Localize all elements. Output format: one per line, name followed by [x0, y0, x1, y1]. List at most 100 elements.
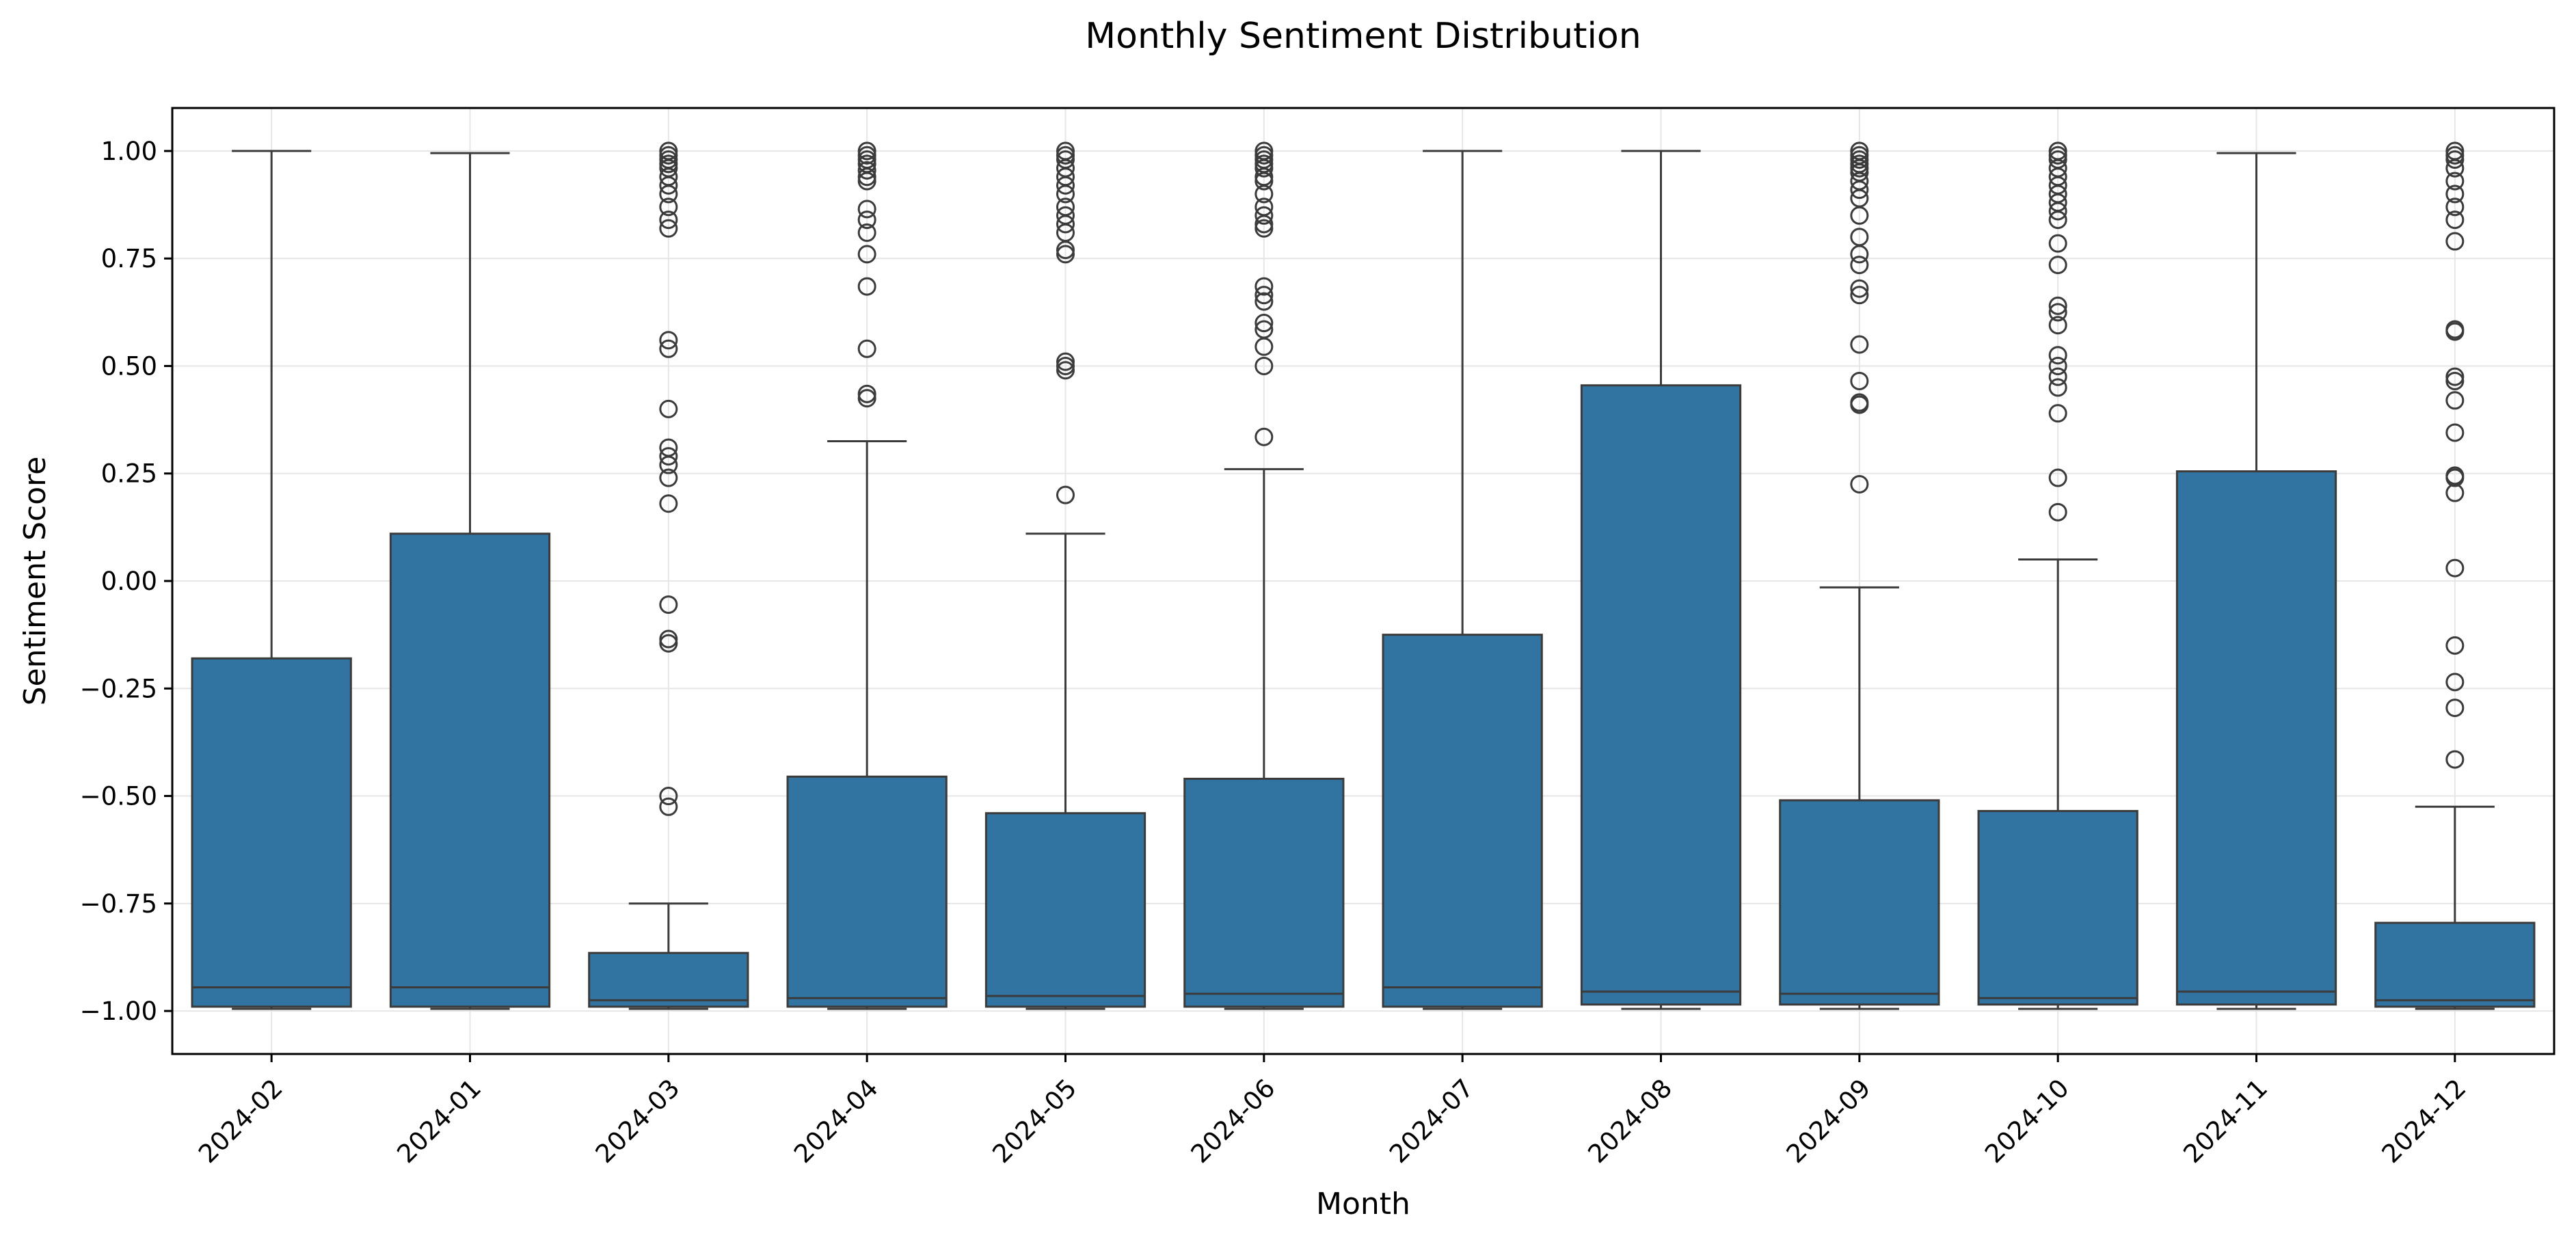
- outlier-point: [2445, 636, 2465, 655]
- outlier-point: [857, 245, 876, 264]
- outlier-point: [1255, 206, 1274, 225]
- outlier-point: [2048, 346, 2067, 365]
- outlier-point: [659, 146, 678, 165]
- iqr-box: [1580, 384, 1742, 1006]
- outlier-point: [1056, 356, 1075, 375]
- outlier-point: [1255, 292, 1274, 311]
- outlier-point: [1255, 286, 1274, 305]
- outlier-point: [857, 389, 876, 408]
- outlier-point: [2445, 211, 2465, 230]
- outlier-point: [659, 595, 678, 614]
- outlier-point: [857, 172, 876, 191]
- iqr-box: [1779, 799, 1940, 1006]
- outlier-point: [659, 185, 678, 204]
- outlier-point: [2445, 198, 2465, 217]
- outlier-point: [2445, 423, 2465, 442]
- box-2024-09: [1779, 141, 1940, 1010]
- outlier-point: [2048, 316, 2067, 335]
- iqr-box: [786, 775, 948, 1008]
- outlier-point: [857, 384, 876, 403]
- outlier-point: [2048, 468, 2067, 487]
- outlier-point: [1255, 277, 1274, 296]
- outlier-point: [1255, 185, 1274, 204]
- outlier-point: [1056, 185, 1075, 204]
- box-2024-12: [2374, 141, 2536, 1010]
- y-tick-label: −0.25: [80, 674, 157, 703]
- outlier-point: [659, 468, 678, 487]
- outlier-point: [2445, 232, 2465, 251]
- outlier-point: [857, 211, 876, 230]
- outlier-point: [857, 161, 876, 180]
- outlier-point: [857, 277, 876, 296]
- outlier-point: [2445, 371, 2465, 390]
- outlier-point: [1850, 256, 1869, 275]
- outlier-point: [2048, 404, 2067, 423]
- outlier-point: [2445, 367, 2465, 386]
- outlier-point: [1255, 314, 1274, 333]
- outlier-point: [1850, 395, 1869, 414]
- outlier-point: [1850, 159, 1869, 178]
- outlier-point: [659, 176, 678, 195]
- y-tick-label: 0.75: [101, 244, 157, 273]
- outlier-point: [659, 494, 678, 513]
- box-2024-01: [389, 152, 551, 1010]
- outlier-point: [2048, 202, 2067, 221]
- y-tick-label: −1.00: [80, 997, 157, 1026]
- outlier-point: [2048, 378, 2067, 397]
- outlier-point: [1255, 215, 1274, 234]
- y-tick-label: −0.50: [80, 782, 157, 811]
- outlier-point: [1850, 245, 1869, 264]
- outlier-point: [1255, 219, 1274, 238]
- iqr-box: [191, 657, 352, 1008]
- box-plots: [191, 141, 2536, 1010]
- outlier-point: [1255, 146, 1274, 165]
- iqr-box: [588, 951, 749, 1008]
- outlier-point: [2048, 234, 2067, 253]
- iqr-box: [2175, 470, 2337, 1006]
- iqr-box: [1977, 810, 2138, 1006]
- iqr-box: [1183, 777, 1345, 1008]
- outlier-point: [1056, 352, 1075, 371]
- outlier-point: [1850, 279, 1869, 298]
- outlier-point: [2445, 185, 2465, 204]
- outlier-point: [1255, 172, 1274, 191]
- y-tick-label: −0.75: [80, 889, 157, 919]
- box-2024-07: [1382, 150, 1543, 1010]
- outlier-point: [659, 211, 678, 230]
- iqr-box: [984, 812, 1146, 1008]
- outlier-point: [659, 198, 678, 217]
- outlier-point: [659, 154, 678, 174]
- y-axis-ticks: 1.00 0.75 0.50 0.25 0.00 −0.25 −0.50 −0.75 −1.00: [80, 137, 172, 1026]
- box-2024-06: [1183, 141, 1345, 1010]
- box-2024-05: [984, 141, 1146, 1010]
- outlier-point: [2445, 483, 2465, 502]
- outlier-point: [2048, 296, 2067, 315]
- outlier-point: [2048, 303, 2067, 322]
- y-tick-label: 0.25: [101, 459, 157, 489]
- outlier-point: [1056, 485, 1075, 504]
- outlier-point: [857, 167, 876, 187]
- box-2024-02: [191, 150, 352, 1010]
- outlier-point: [1850, 335, 1869, 354]
- iqr-box: [2374, 921, 2536, 1008]
- outlier-point: [1255, 427, 1274, 446]
- outlier-point: [857, 200, 876, 219]
- outlier-point: [659, 630, 678, 649]
- y-tick-label: 1.00: [101, 137, 157, 166]
- outlier-point: [2445, 159, 2465, 178]
- outlier-point: [2445, 468, 2465, 487]
- outlier-point: [1056, 361, 1075, 380]
- outlier-point: [1056, 146, 1075, 165]
- outlier-point: [2445, 172, 2465, 191]
- box-2024-03: [588, 141, 749, 1010]
- outlier-point: [659, 455, 678, 474]
- x-axis-label: Month: [1316, 1187, 1410, 1221]
- outlier-point: [2048, 256, 2067, 275]
- outlier-point: [1255, 337, 1274, 356]
- outlier-point: [2445, 558, 2465, 578]
- outlier-point: [2048, 367, 2067, 386]
- y-axis-label: Sentiment Score: [18, 457, 53, 706]
- outlier-point: [1056, 241, 1075, 260]
- outlier-point: [659, 219, 678, 238]
- box-2024-10: [1977, 141, 2138, 1010]
